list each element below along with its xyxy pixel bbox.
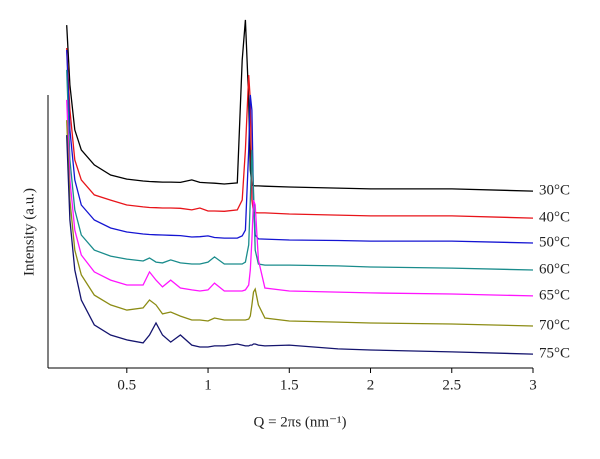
x-tick-label: 1 xyxy=(204,377,212,393)
series-line xyxy=(66,135,534,355)
series-line xyxy=(66,19,534,192)
x-tick-label: 3 xyxy=(529,377,537,393)
series-label: 60°C xyxy=(539,261,570,277)
x-tick-label: 1.5 xyxy=(280,377,299,393)
series-line xyxy=(66,99,534,297)
series-label: 70°C xyxy=(539,317,570,333)
series-label: 40°C xyxy=(539,210,570,226)
series-line xyxy=(66,69,534,271)
series-label: 50°C xyxy=(539,234,570,250)
x-axis-label: Q = 2πs (nm⁻¹) xyxy=(253,414,346,430)
series-line xyxy=(66,120,534,327)
x-tick-label: 0.5 xyxy=(117,377,136,393)
series-label: 75°C xyxy=(539,346,570,362)
series-label: 65°C xyxy=(539,287,570,303)
series-label: 30°C xyxy=(539,183,570,199)
x-tick-label: 2 xyxy=(367,377,375,393)
series-line xyxy=(66,49,534,244)
series-line xyxy=(66,47,534,219)
x-tick-label: 2.5 xyxy=(442,377,461,393)
y-axis-label: Intensity (a.u.) xyxy=(21,188,37,276)
